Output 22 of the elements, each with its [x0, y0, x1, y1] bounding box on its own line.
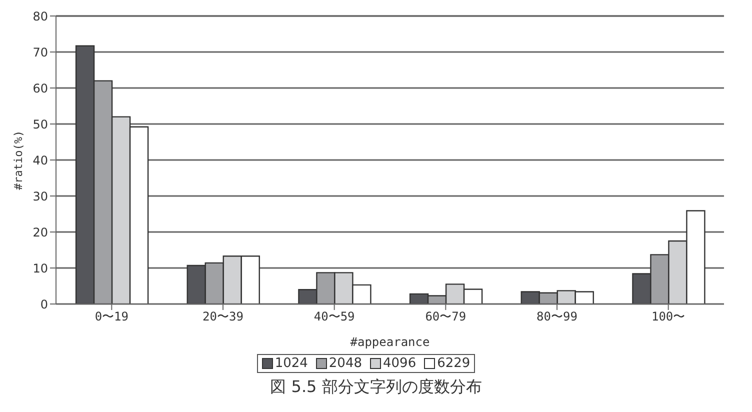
y-tick-label: 80	[32, 9, 48, 24]
y-tick-label: 60	[32, 81, 48, 96]
y-tick-label: 10	[32, 261, 48, 276]
legend-label: 4096	[382, 356, 416, 371]
x-tick-label: 0〜19	[94, 310, 129, 324]
x-tick-label: 60〜79	[425, 310, 466, 324]
legend-label: 1024	[274, 356, 308, 371]
y-tick-label: 0	[40, 297, 48, 312]
legend-label: 2048	[328, 356, 362, 371]
caption: 図 5.5 部分文字列の度数分布	[269, 377, 483, 398]
x-tick-label: 100〜	[651, 310, 686, 324]
y-tick-label: 70	[32, 45, 48, 60]
x-axis-title: #appearance	[350, 335, 430, 349]
y-tick-label: 40	[32, 153, 48, 168]
y-tick-label: 30	[32, 189, 48, 204]
x-tick-label: 20〜39	[202, 310, 244, 324]
x-tick-label: 80〜99	[536, 310, 578, 324]
legend-label: 6229	[436, 356, 470, 371]
x-tick-label: 40〜59	[314, 310, 355, 324]
y-tick-label: 50	[32, 117, 48, 132]
y-tick-label: 20	[32, 225, 48, 240]
y-axis-title: #ratio(%)	[12, 130, 25, 190]
